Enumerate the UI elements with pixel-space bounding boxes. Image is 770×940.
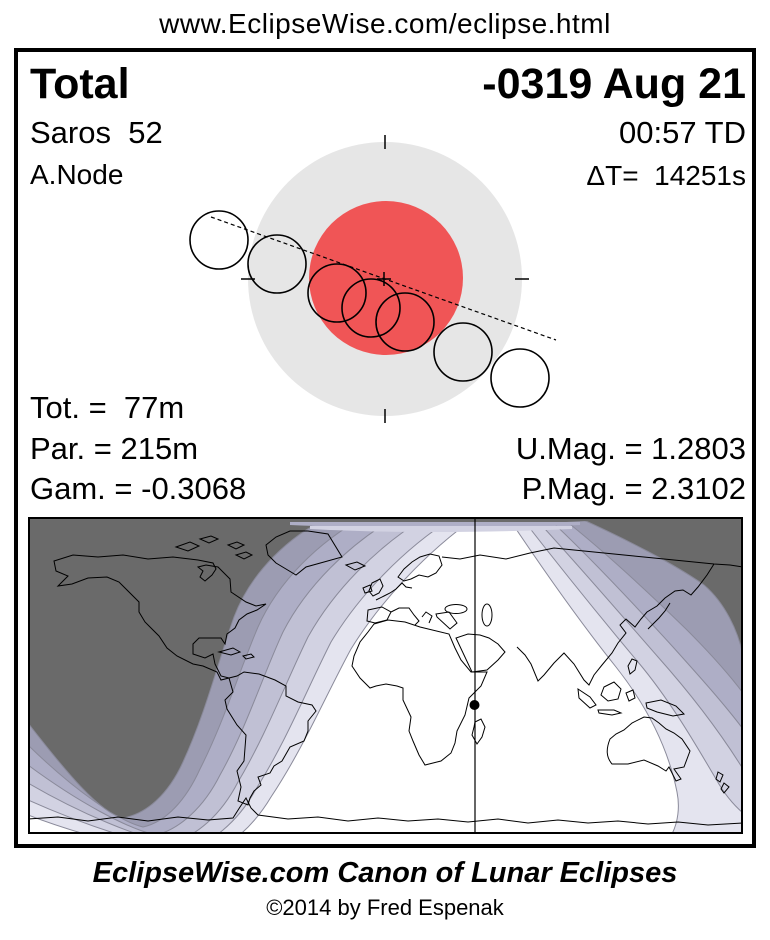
- delta-t: ΔT= 14251s: [586, 160, 746, 191]
- moon-position-5: [375, 292, 435, 352]
- saros-number: Saros 52: [30, 115, 163, 150]
- totality-duration: Tot. = 77m: [30, 390, 185, 425]
- coastlines: [28, 530, 743, 826]
- site-url[interactable]: www.EclipseWise.com/eclipse.html: [159, 8, 611, 39]
- no-visibility-region-east: [576, 517, 743, 656]
- moon-position-7: [490, 348, 550, 408]
- polar-band-strips: [276, 517, 588, 532]
- moon-position-6: [433, 322, 493, 382]
- eclipse-time: 00:57 TD: [619, 115, 746, 150]
- partial-duration: Par. = 215m: [30, 431, 199, 466]
- visibility-bands-west: [28, 517, 477, 834]
- eclipse-date: -0319 Aug 21: [482, 60, 746, 108]
- copyright: ©2014 by Fred Espenak: [266, 895, 504, 920]
- moon-position-2: [247, 234, 307, 294]
- eclipse-type: Total: [30, 60, 130, 108]
- cardinal-ticks: [241, 135, 529, 423]
- moon-positions: [189, 210, 550, 408]
- moon-position-1: [189, 210, 249, 270]
- canon-title: EclipseWise.com Canon of Lunar Eclipses: [92, 857, 678, 889]
- shadow-geometry-diagram: [189, 135, 557, 423]
- moon-position-3: [307, 263, 367, 323]
- no-visibility-region-west: [28, 517, 331, 819]
- umbral-magnitude: U.Mag. = 1.2803: [515, 431, 746, 466]
- moon-position-4: [341, 278, 401, 338]
- visibility-map: [28, 517, 743, 834]
- visibility-bands-east: [507, 517, 743, 834]
- map-border: [28, 517, 743, 834]
- gamma-value: Gam. = -0.3068: [30, 471, 247, 506]
- umbra-circle: [309, 201, 463, 355]
- greatest-eclipse-zenith-point: [469, 700, 480, 710]
- penumbral-magnitude: P.Mag. = 2.3102: [521, 471, 746, 506]
- shadow-center-cross: [377, 272, 391, 286]
- node-type: A.Node: [30, 159, 124, 190]
